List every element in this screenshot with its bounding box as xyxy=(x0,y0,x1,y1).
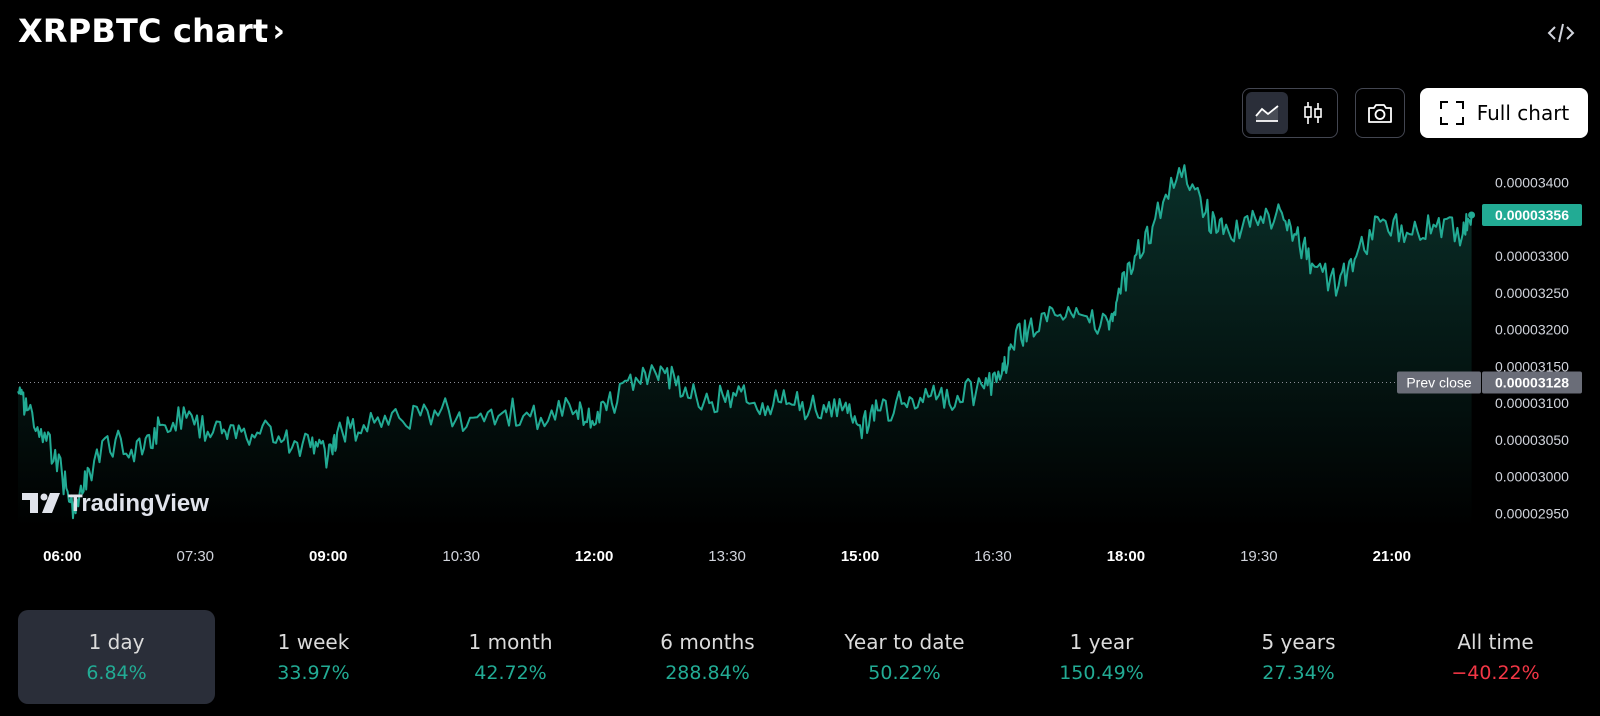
tradingview-logo: TradingView xyxy=(22,490,209,517)
period-tabs: 1 day 6.84% 1 week 33.97% 1 month 42.72% 6 mon… xyxy=(18,610,1594,704)
period-label: Year to date xyxy=(844,630,965,654)
x-tick-label: 07:30 xyxy=(176,548,214,565)
period-tab-1-year[interactable]: 1 year 150.49% xyxy=(1003,610,1200,704)
x-tick-label: 15:00 xyxy=(841,548,879,565)
y-tick-label: 0.00003000 xyxy=(1495,469,1569,485)
logo-mark-v xyxy=(42,493,60,513)
x-tick-label: 19:30 xyxy=(1240,548,1278,565)
y-tick-label: 0.00003150 xyxy=(1495,358,1569,374)
area-fill xyxy=(18,165,1472,528)
x-tick-label: 18:00 xyxy=(1107,548,1145,565)
candle-style-button[interactable] xyxy=(1292,92,1334,134)
last-price-tag xyxy=(1482,204,1582,227)
price-line xyxy=(17,164,1473,520)
x-tick-label: 13:30 xyxy=(708,548,746,565)
x-tick-label: 12:00 xyxy=(575,548,613,565)
last-point-marker xyxy=(1468,211,1476,219)
period-label: 1 week xyxy=(277,630,350,654)
y-tick-label: 0.00002950 xyxy=(1495,505,1569,521)
period-tab-1-day[interactable]: 1 day 6.84% xyxy=(18,610,215,704)
period-label: 1 day xyxy=(88,630,145,654)
period-label: 1 month xyxy=(468,630,553,654)
fullscreen-icon xyxy=(1439,101,1464,125)
prev-close-label: Prev close xyxy=(1406,375,1472,391)
logo-mark-dot xyxy=(40,493,48,501)
full-chart-label: Full chart xyxy=(1476,101,1570,125)
price-chart[interactable]: 0.00002950 0.00003000 0.00003050 0.00003100… xyxy=(0,150,1600,580)
full-chart-button[interactable]: Full chart xyxy=(1420,88,1588,138)
period-tab-6-months[interactable]: 6 months 288.84% xyxy=(609,610,806,704)
x-tick-label: 06:00 xyxy=(43,548,81,565)
logo-text: TradingView xyxy=(68,490,209,517)
period-tab-year-to-date[interactable]: Year to date 50.22% xyxy=(806,610,1003,704)
period-tab-5-years[interactable]: 5 years 27.34% xyxy=(1200,610,1397,704)
area-style-button[interactable] xyxy=(1246,92,1288,134)
period-tab-1-month[interactable]: 1 month 42.72% xyxy=(412,610,609,704)
snapshot-button[interactable] xyxy=(1355,88,1405,138)
x-tick-label: 10:30 xyxy=(442,548,480,565)
period-label: 6 months xyxy=(660,630,755,654)
period-change: 42.72% xyxy=(474,662,547,684)
period-change: 6.84% xyxy=(86,662,147,684)
period-tab-all-time[interactable]: All time −40.22% xyxy=(1397,610,1594,704)
period-label: 1 year xyxy=(1069,630,1134,654)
code-embed-icon[interactable] xyxy=(1546,18,1576,48)
area-chart-icon xyxy=(1255,105,1279,122)
y-axis: 0.00002950 0.00003000 0.00003050 0.00003100… xyxy=(1397,175,1582,521)
y-tick-label: 0.00003250 xyxy=(1495,285,1569,301)
logo-mark-t xyxy=(22,493,38,513)
candlestick-icon xyxy=(1304,102,1322,124)
x-tick-label: 21:00 xyxy=(1373,548,1411,565)
y-tick-label: 0.00003400 xyxy=(1495,175,1569,191)
chevron-right-icon: › xyxy=(272,13,286,49)
title-text: XRPBTC chart xyxy=(18,12,269,50)
period-change: 288.84% xyxy=(665,662,750,684)
period-label: 5 years xyxy=(1261,630,1336,654)
prev-close-tag xyxy=(1397,371,1481,394)
last-price-label: 0.00003356 xyxy=(1495,207,1569,223)
period-change: 50.22% xyxy=(868,662,941,684)
period-change: −40.22% xyxy=(1451,662,1540,684)
page-title[interactable]: XRPBTC chart › xyxy=(18,12,285,50)
chart-style-switcher xyxy=(1242,88,1338,138)
period-label: All time xyxy=(1457,630,1534,654)
y-tick-label: 0.00003200 xyxy=(1495,322,1569,338)
y-tick-label: 0.00003050 xyxy=(1495,432,1569,448)
y-tick-label: 0.00003100 xyxy=(1495,395,1569,411)
period-change: 27.34% xyxy=(1262,662,1335,684)
period-change: 33.97% xyxy=(277,662,350,684)
period-tab-1-week[interactable]: 1 week 33.97% xyxy=(215,610,412,704)
x-axis: 06:00 07:30 09:00 10:30 12:00 13:30 15:00 16:30… xyxy=(43,548,1411,565)
y-tick-label: 0.00003300 xyxy=(1495,248,1569,264)
prev-close-value-tag xyxy=(1482,371,1582,394)
period-change: 150.49% xyxy=(1059,662,1144,684)
x-tick-label: 09:00 xyxy=(309,548,347,565)
camera-icon xyxy=(1368,104,1392,123)
x-tick-label: 16:30 xyxy=(974,548,1012,565)
prev-close-value: 0.00003128 xyxy=(1495,375,1569,391)
